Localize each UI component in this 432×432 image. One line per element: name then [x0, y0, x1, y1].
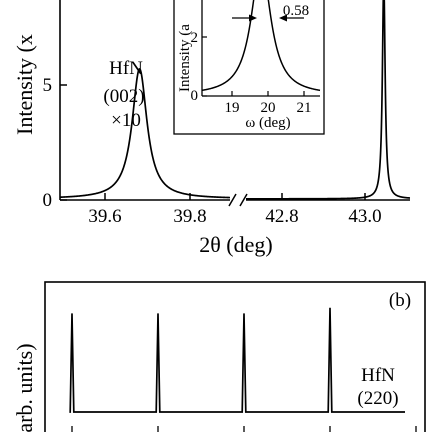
panel-b-label: (b) [389, 290, 411, 311]
inset-ytick-label-2: 2 [191, 30, 199, 46]
panel-b-annotation-220: (220) [357, 388, 398, 409]
annotation-002: (002) [103, 86, 144, 107]
inset-ytick-label-0: 0 [191, 88, 199, 104]
inset-xtick-label-19: 19 [225, 100, 240, 116]
xtick-label-43.0: 43.0 [348, 206, 381, 227]
inset-frame [173, 0, 325, 135]
inset-xlabel: ω (deg) [245, 115, 290, 131]
panel-a-xlabel: 2θ (deg) [199, 232, 272, 257]
panel-a: Intensity (x 0 5 39.6 39.8 42.8 43.0 2θ … [12, 0, 411, 257]
inset-rocking-curve: Intensity (a 0 2 19 20 21 ω (deg) 0.58 [173, 0, 325, 135]
inset-fwhm-label: 0.58 [283, 3, 309, 19]
axis-break-mark-2 [239, 193, 248, 207]
xtick-label-39.6: 39.6 [88, 206, 121, 227]
series-phi-scan [69, 307, 405, 413]
fwhm-arrow-left-head [249, 14, 257, 22]
inset-ylabel: Intensity (a [177, 24, 193, 92]
panel-a-x-ticks: 39.6 39.8 42.8 43.0 [88, 193, 382, 227]
panel-b-annotation-hfn: HfN [361, 365, 395, 386]
panel-b-ylabel: (arb. units) [12, 343, 37, 432]
annotation-hfn: HfN [109, 58, 143, 79]
panel-b-bottom-ticks [71, 426, 417, 432]
series-hfn-002-peak [59, 67, 231, 199]
inset-xtick-label-21: 21 [297, 100, 312, 116]
annotation-x10: ×10 [111, 110, 141, 131]
ytick-label-0: 0 [43, 190, 53, 211]
axis-break-mark-1 [228, 193, 237, 207]
inset-rocking-curve-line [201, 0, 321, 92]
xtick-label-39.8: 39.8 [173, 206, 206, 227]
xtick-label-42.8: 42.8 [265, 206, 298, 227]
panel-b-frame [44, 281, 426, 432]
series-substrate-peak [246, 0, 411, 200]
inset-xtick-label-20: 20 [261, 100, 276, 116]
fwhm-arrow-right-head [279, 14, 287, 22]
panel-a-ylabel: Intensity (x [12, 34, 37, 135]
ytick-label-5: 5 [43, 75, 53, 96]
panel-a-y-ticks: 0 5 [43, 75, 67, 211]
panel-b: (arb. units) (b) HfN (220) [12, 281, 426, 432]
